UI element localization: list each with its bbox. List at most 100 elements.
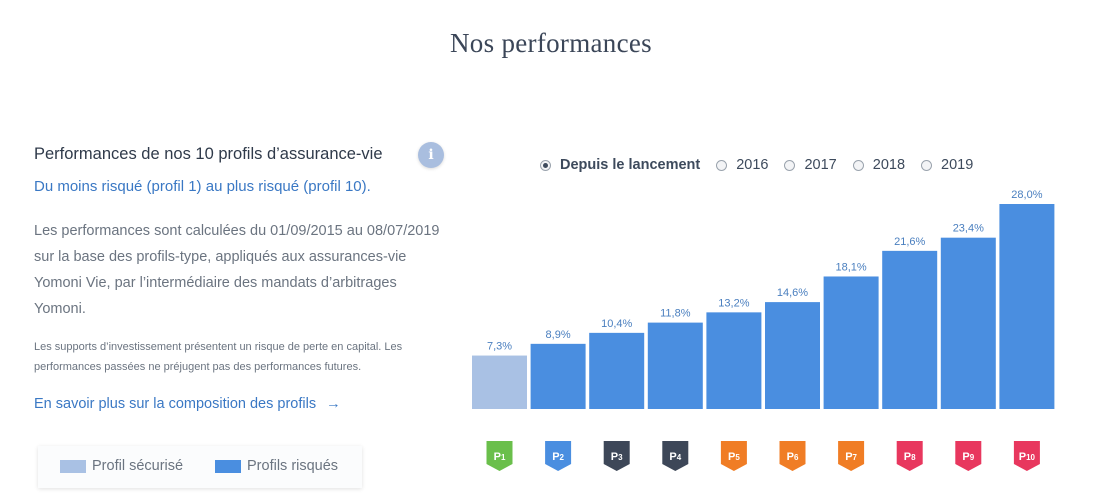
badge-shape <box>1013 441 1040 471</box>
profile-badge-p4: P4 <box>662 441 689 471</box>
period-option-2017[interactable]: 2017 <box>784 157 837 173</box>
performance-description: Les performances sont calculées du 01/09… <box>34 223 440 317</box>
profiles-subtitle: Du moins risqué (profil 1) au plus risqu… <box>34 178 371 195</box>
badge-prefix: P <box>611 451 618 463</box>
value-label-p1: 7,3% <box>487 341 512 353</box>
badge-number: 7 <box>853 453 858 462</box>
bar-p6 <box>765 302 820 409</box>
badge-prefix: P <box>904 451 911 463</box>
value-label-p4: 11,8% <box>660 308 691 320</box>
badge-shape <box>486 441 513 471</box>
radio-button-icon[interactable] <box>852 159 864 171</box>
badge-prefix: P <box>787 451 794 463</box>
badge-prefix: P <box>669 451 676 463</box>
badge-number: 2 <box>560 453 565 462</box>
badge-prefix: P <box>728 451 735 463</box>
risk-disclaimer: Les supports d’investissement présentent… <box>34 341 403 373</box>
radio-button-icon[interactable] <box>540 159 551 171</box>
badge-number: 10 <box>1026 453 1035 462</box>
badge-shape <box>896 441 923 471</box>
badge-prefix: P <box>845 451 852 463</box>
period-option-2016[interactable]: 2016 <box>716 157 768 173</box>
badge-prefix: P <box>1019 451 1026 463</box>
period-option-label: Depuis le lancement <box>560 157 701 173</box>
badge-label: P3 <box>611 451 623 463</box>
value-label-p3: 10,4% <box>601 318 632 330</box>
profile-badge-p2: P2 <box>545 441 572 471</box>
badge-label: P6 <box>787 451 799 463</box>
badge-shape <box>955 441 982 471</box>
profile-badge-p8: P8 <box>896 441 923 471</box>
badge-number: 8 <box>911 453 916 462</box>
arrow-right-icon: → <box>326 396 341 412</box>
badge-shape <box>603 441 630 471</box>
badge-shape <box>545 441 572 471</box>
period-option-2018[interactable]: 2018 <box>852 157 906 173</box>
badge-label: P7 <box>845 451 857 463</box>
badge-label: P8 <box>904 451 916 463</box>
period-option-label: 2018 <box>872 157 906 173</box>
bar-p10 <box>999 204 1055 409</box>
bar-p5 <box>706 312 762 409</box>
value-label-p8: 21,6% <box>894 236 925 248</box>
badge-label: P1 <box>494 451 506 463</box>
period-option-label: 2017 <box>804 157 837 173</box>
radio-button-icon[interactable] <box>716 159 728 171</box>
badge-shape <box>720 441 747 471</box>
legend-item-risky: Profils risqués <box>215 458 338 474</box>
value-label-p10: 28,0% <box>1011 189 1042 201</box>
info-icon[interactable]: i <box>418 142 444 168</box>
period-filter: Depuis le lancement 2016 2017 2018 2019 <box>540 157 989 173</box>
profile-badge-p3: P3 <box>603 441 630 471</box>
badge-number: 1 <box>501 453 506 462</box>
profiles-composition-link[interactable]: En savoir plus sur la composition des pr… <box>34 396 341 412</box>
value-label-p5: 13,2% <box>718 297 749 309</box>
badge-label: P10 <box>1019 451 1036 463</box>
profile-badge-p7: P7 <box>838 441 865 471</box>
badge-prefix: P <box>962 451 969 463</box>
radio-button-icon[interactable] <box>921 159 933 171</box>
badge-number: 4 <box>677 453 682 462</box>
badge-label: P5 <box>728 451 740 463</box>
badge-number: 9 <box>970 453 975 462</box>
legend-label-risky: Profils risqués <box>247 458 339 474</box>
badge-prefix: P <box>494 451 501 463</box>
period-option-2019[interactable]: 2019 <box>921 157 973 173</box>
period-option-label: 2019 <box>941 157 974 173</box>
profile-badge-p9: P9 <box>955 441 982 471</box>
legend-swatch-risky <box>215 459 241 473</box>
profile-badge-p1: P1 <box>486 441 513 471</box>
bar-p1 <box>472 355 527 409</box>
radio-button-icon[interactable] <box>784 159 796 171</box>
period-option-since-launch[interactable]: Depuis le lancement <box>540 157 700 173</box>
profiles-composition-link-label: En savoir plus sur la composition des pr… <box>34 396 317 412</box>
value-label-p2: 8,9% <box>546 329 571 341</box>
bar-p3 <box>589 332 645 409</box>
profile-badge-p10: P10 <box>1013 441 1040 471</box>
legend-item-secure: Profil sécurisé <box>60 458 183 474</box>
badge-label: P9 <box>962 451 974 463</box>
bar-p4 <box>647 322 703 409</box>
period-option-label: 2016 <box>736 157 769 173</box>
badge-shape <box>838 441 865 471</box>
badge-shape <box>662 441 689 471</box>
badge-prefix: P <box>552 451 559 463</box>
section-title: Performances de nos 10 profils d’assuran… <box>34 145 383 163</box>
bar-p2 <box>530 343 586 409</box>
bar-p7 <box>823 276 879 409</box>
badge-label: P2 <box>552 451 564 463</box>
legend-label-secure: Profil sécurisé <box>92 458 184 474</box>
bar-p9 <box>940 237 996 409</box>
value-label-p9: 23,4% <box>953 223 984 235</box>
badge-number: 5 <box>735 453 740 462</box>
badge-number: 6 <box>794 453 799 462</box>
legend-swatch-secure <box>60 459 86 473</box>
value-label-p6: 14,6% <box>777 287 808 299</box>
chart-legend: Profil sécurisé Profils risqués <box>38 446 362 488</box>
badge-number: 3 <box>618 453 623 462</box>
bar-p8 <box>882 250 938 409</box>
page-title: Nos performances <box>450 28 652 58</box>
badge-label: P4 <box>669 451 681 463</box>
value-label-p7: 18,1% <box>835 261 866 273</box>
badge-shape <box>779 441 806 471</box>
